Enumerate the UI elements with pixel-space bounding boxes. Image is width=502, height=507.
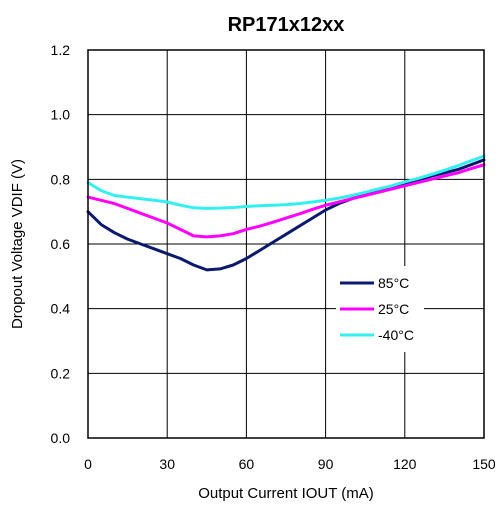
series-line [86,154,486,210]
x-tick-label: 120 [393,456,417,472]
x-axis-label: Output Current IOUT (mA) [198,485,374,502]
legend-label: 85°C [378,275,409,291]
y-tick-labels: 0.0 0.2 0.4 0.6 0.8 1.0 1.2 [51,42,71,446]
y-tick-label: 0.6 [51,236,71,252]
series-line [86,163,486,239]
y-tick-label: 1.2 [51,42,71,58]
y-tick-label: 1.0 [51,107,71,123]
series-line [86,158,486,272]
grid [88,50,484,438]
chart-title: RP171x12xx [228,14,345,36]
y-tick-label: 0.0 [51,430,71,446]
y-axis-label: Dropout Voltage VDIF (V) [9,159,26,329]
x-tick-label: 30 [159,456,175,472]
x-tick-label: 90 [318,456,334,472]
legend-label: -40°C [378,327,414,343]
y-tick-label: 0.4 [51,301,71,317]
legend: 85°C 25°C -40°C [336,266,424,352]
x-tick-labels: 0 30 60 90 120 150 [84,456,496,472]
series-layer [86,154,486,272]
x-tick-label: 150 [472,456,496,472]
x-tick-label: 60 [239,456,255,472]
x-tick-label: 0 [84,456,92,472]
plot-frame [87,49,485,439]
legend-label: 25°C [378,301,409,317]
y-tick-label: 0.8 [51,171,71,187]
y-tick-label: 0.2 [51,365,71,381]
